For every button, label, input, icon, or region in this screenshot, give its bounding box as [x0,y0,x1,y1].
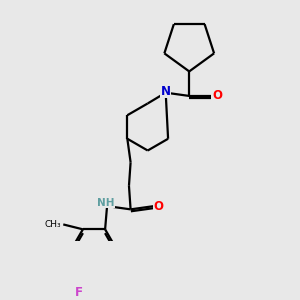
Text: CH₃: CH₃ [44,220,61,229]
Text: F: F [75,286,83,299]
Text: O: O [212,89,222,102]
Text: NH: NH [97,198,114,208]
Text: N: N [161,85,171,98]
Text: O: O [153,200,164,213]
